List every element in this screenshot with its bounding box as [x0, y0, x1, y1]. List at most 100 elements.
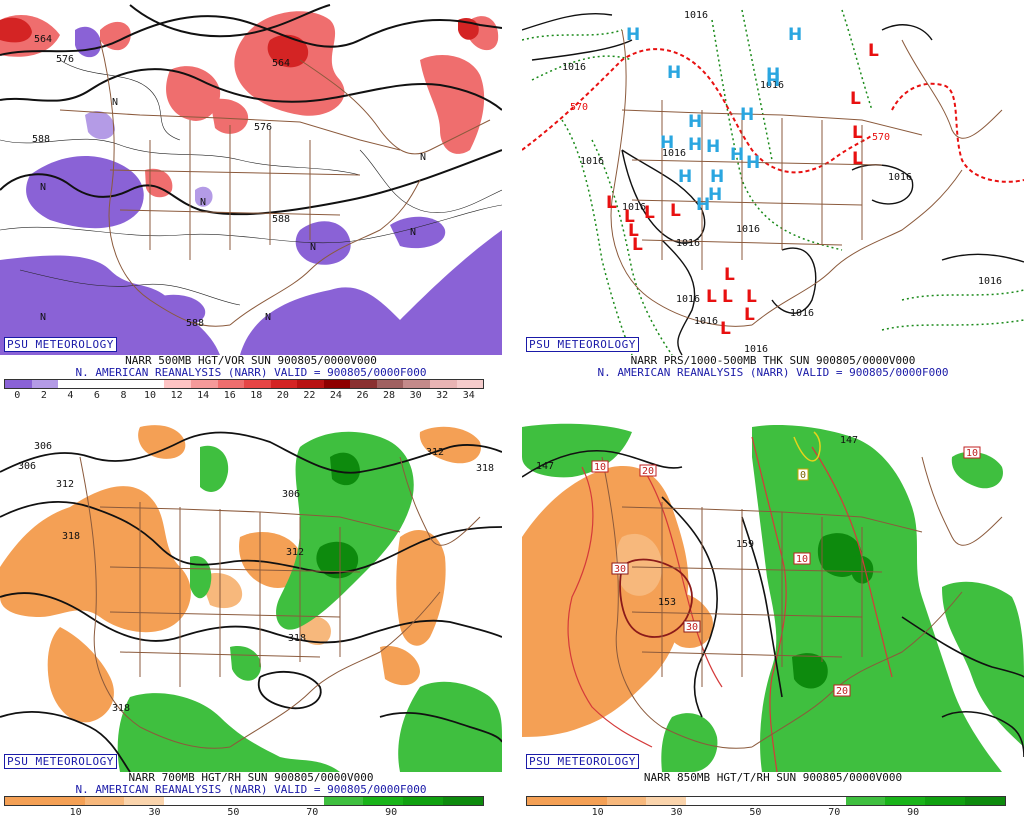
- contour-label: 306: [18, 461, 36, 472]
- low-center: L: [706, 287, 717, 307]
- low-center: L: [852, 123, 863, 143]
- colorbar-swatch: [84, 380, 112, 388]
- temp-label-box: 30: [683, 620, 701, 633]
- contour-label: 564: [272, 58, 290, 69]
- psu-logo: PSU METEOROLOGY: [526, 337, 639, 352]
- colorbar: [4, 796, 484, 806]
- colorbar-tick-label: 10: [591, 807, 604, 818]
- colorbar-swatch: [805, 797, 846, 805]
- colorbar-swatch: [5, 797, 45, 805]
- temp-label-box: 10: [591, 460, 609, 473]
- colorbar-swatch: [270, 380, 298, 388]
- colorbar-tick-label: 18: [250, 390, 263, 401]
- colorbar-swatch: [124, 797, 165, 805]
- colorbar-swatch: [84, 797, 125, 805]
- vorticity-min-marker: N: [40, 312, 46, 323]
- contour-label: 318: [288, 633, 306, 644]
- p3-contour-labels: 306 306 312 318 306 312 318 312 318 318: [18, 441, 494, 714]
- colorbar-tick-label: 50: [227, 807, 240, 818]
- colorbar-tick-label: 90: [907, 807, 920, 818]
- vorticity-min-marker: N: [265, 312, 271, 323]
- colorbar-tick-label: 90: [385, 807, 398, 818]
- contour-label: 564: [34, 34, 52, 45]
- map-caption-line2: N. AMERICAN REANALYSIS (NARR) VALID = 90…: [597, 366, 949, 379]
- colorbar-swatch: [965, 797, 1005, 805]
- contour-label: 1016: [562, 62, 586, 73]
- high-center: H: [710, 167, 724, 187]
- colorbar: [4, 379, 484, 389]
- contour-label: 1016: [662, 148, 686, 159]
- colorbar-swatch: [283, 797, 324, 805]
- panel-700mb-rh: 306 306 312 318 306 312 318 312 318 318 …: [0, 417, 502, 819]
- temp-label-box: 0: [797, 468, 809, 481]
- height-contours: [0, 431, 502, 773]
- vorticity-min-marker: N: [112, 97, 118, 108]
- temp-label-box: 10: [793, 552, 811, 565]
- p4-temp-labels: 10 20 10 10 30 30 20 0: [591, 446, 981, 697]
- colorbar-swatch: [217, 380, 245, 388]
- low-pressure-centers: L L L L L L L L L L L L L L L L: [606, 41, 879, 339]
- low-center: L: [644, 203, 655, 223]
- map-sfc-pressure: 1016 1016 570 1016 1016 1016 1016 1016 1…: [522, 0, 1024, 356]
- map-caption-line2: N. AMERICAN REANALYSIS (NARR) VALID = 90…: [75, 366, 427, 379]
- contour-label: 312: [56, 479, 74, 490]
- high-center: H: [660, 133, 674, 153]
- colorbar-swatch: [31, 380, 59, 388]
- map-caption-line1: NARR PRS/1000-500MB THK SUN 900805/0000V…: [630, 354, 916, 367]
- panel-pressure-thickness: 1016 1016 570 1016 1016 1016 1016 1016 1…: [522, 0, 1024, 402]
- dry-areas: [0, 425, 481, 723]
- low-center: L: [670, 201, 681, 221]
- colorbar-tick-label: 32: [436, 390, 449, 401]
- colorbar-tick-label: 12: [170, 390, 183, 401]
- svg-text:10: 10: [594, 462, 606, 473]
- contour-label: 1016: [622, 202, 646, 213]
- colorbar-swatch: [566, 797, 607, 805]
- colorbar-swatch: [244, 380, 271, 388]
- colorbar-tick-label: 2: [40, 390, 47, 401]
- colorbar-tick-label: 10: [69, 807, 82, 818]
- colorbar-swatch: [430, 380, 457, 388]
- map-caption-line2: N. AMERICAN REANALYSIS (NARR) VALID = 90…: [75, 783, 427, 796]
- contour-label: 318: [476, 463, 494, 474]
- contour-label: 588: [272, 214, 290, 225]
- psu-logo: PSU METEOROLOGY: [526, 754, 639, 769]
- colorbar-swatch: [403, 797, 444, 805]
- political-borders: [79, 456, 481, 749]
- colorbar-swatch: [456, 380, 484, 388]
- colorbar-swatch: [726, 797, 766, 805]
- contour-label: 312: [286, 547, 304, 558]
- colorbar-swatch: [606, 797, 647, 805]
- colorbar-swatch: [845, 797, 886, 805]
- high-center: H: [766, 65, 780, 85]
- low-center: L: [624, 207, 635, 227]
- panel-850mb-rh-temp: 147 147 159 153 10 20 10 10 30 30 20 0 P…: [522, 417, 1024, 819]
- low-center: L: [744, 305, 755, 325]
- colorbar-swatch: [137, 380, 165, 388]
- colorbar-swatch: [363, 797, 404, 805]
- colorbar-swatch: [111, 380, 138, 388]
- contour-label: 1016: [978, 276, 1002, 287]
- high-center: H: [740, 105, 754, 125]
- colorbar-tick-label: 20: [276, 390, 289, 401]
- colorbar-swatch: [164, 797, 205, 805]
- colorbar-tick-label: 24: [329, 390, 342, 401]
- psu-logo: PSU METEOROLOGY: [4, 754, 117, 769]
- colorbar-ticks: 10 30 50 70 90: [522, 807, 1024, 819]
- high-center: H: [678, 167, 692, 187]
- thickness-red-contours: [522, 48, 1024, 183]
- low-center: L: [606, 193, 617, 213]
- temp-label-box: 30: [611, 562, 629, 575]
- colorbar-swatch: [350, 380, 377, 388]
- contour-label: 576: [254, 122, 272, 133]
- max-vorticity-cores: [0, 17, 479, 68]
- high-center: H: [696, 195, 710, 215]
- svg-text:20: 20: [642, 466, 654, 477]
- vorticity-min-marker: N: [40, 182, 46, 193]
- high-center: H: [746, 153, 760, 173]
- colorbar-tick-label: 50: [749, 807, 762, 818]
- high-center: H: [667, 63, 681, 83]
- p4-contour-labels: 147 147 159 153: [536, 435, 858, 608]
- high-center: H: [766, 71, 780, 91]
- colorbar-tick-label: 16: [223, 390, 236, 401]
- political-borders: [610, 29, 1003, 327]
